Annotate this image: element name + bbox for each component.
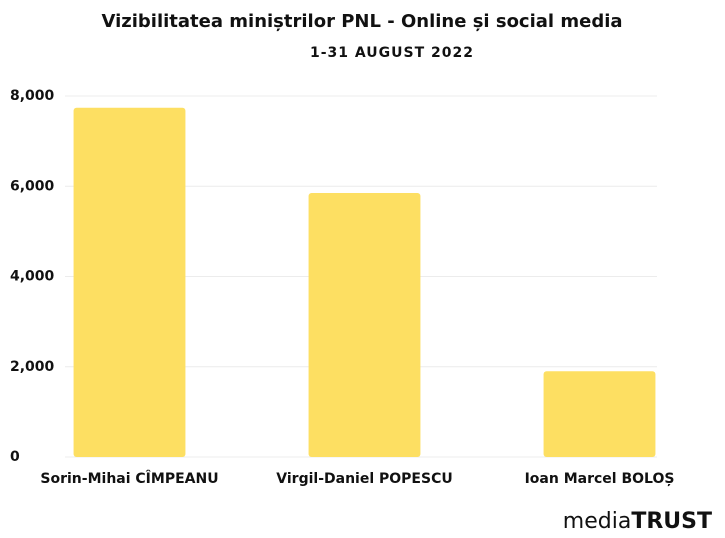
x-tick-label: Virgil-Daniel POPESCU [276, 471, 452, 487]
bar [308, 193, 421, 458]
y-tick-label: 0 [10, 449, 20, 465]
y-tick-label: 2,000 [10, 359, 55, 375]
y-tick-label: 8,000 [10, 88, 55, 104]
y-tick-label: 6,000 [10, 178, 55, 194]
y-tick-label: 4,000 [10, 269, 55, 285]
logo: mediaTRUST [563, 509, 712, 534]
bar [73, 107, 186, 458]
logo-prefix: media [563, 509, 632, 534]
x-tick-label: Sorin-Mihai CÎMPEANU [40, 470, 218, 487]
bar [543, 371, 656, 457]
chart-title: Vizibilitatea miniștrilor PNL - Online ș… [101, 11, 622, 32]
logo-suffix: TRUST [631, 509, 712, 534]
x-tick-label: Ioan Marcel BOLOȘ [525, 471, 675, 487]
chart-subtitle: 1-31 AUGUST 2022 [310, 45, 474, 61]
